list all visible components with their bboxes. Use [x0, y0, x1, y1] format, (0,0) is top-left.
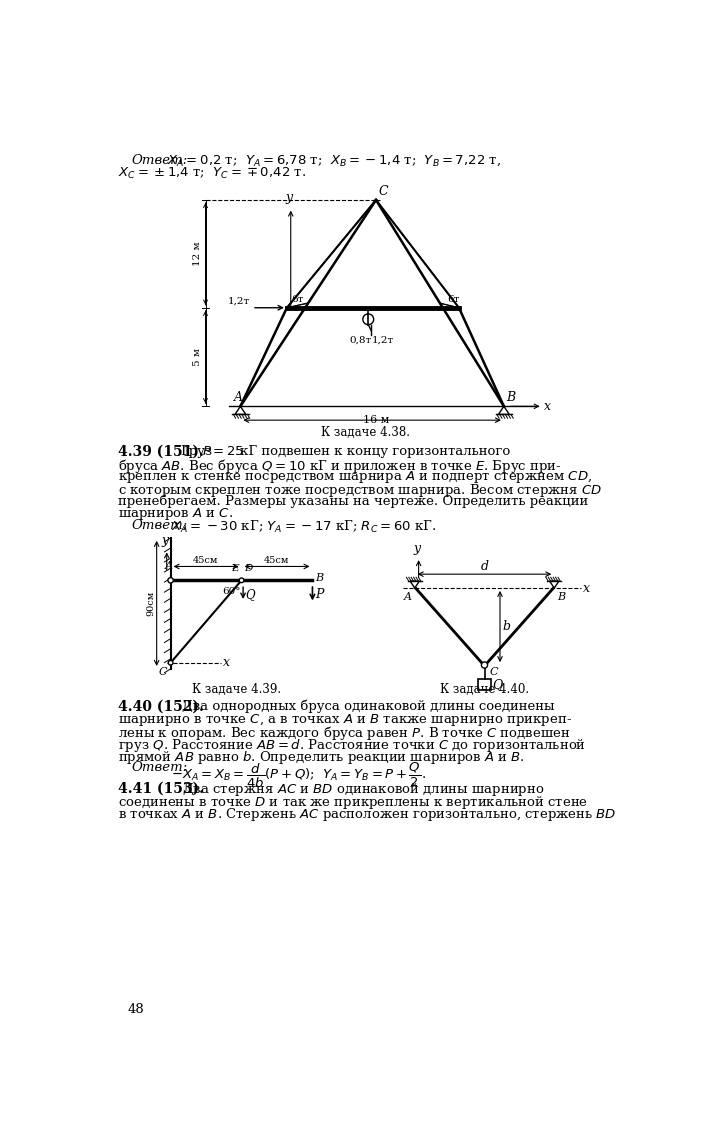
Text: К задаче 4.38.: К задаче 4.38.	[321, 425, 411, 439]
Text: 1,2т: 1,2т	[228, 296, 251, 306]
Text: y: y	[413, 542, 421, 555]
Text: x: x	[544, 400, 551, 413]
Text: пренебрегаем. Размеры указаны на чертеже. Определить реакции: пренебрегаем. Размеры указаны на чертеже…	[118, 494, 588, 507]
Text: бруса $AB$. Вес бруса $Q=10$ кГ и приложен в точке $E$. Брус при-: бруса $AB$. Вес бруса $Q=10$ кГ и прилож…	[118, 457, 562, 475]
Text: $-X_A=X_B=\dfrac{d}{4b}(P+Q)$;  $Y_A=Y_B=P+\dfrac{Q}{2}$.: $-X_A=X_B=\dfrac{d}{4b}(P+Q)$; $Y_A=Y_B=…	[171, 762, 426, 790]
Text: $P=25$: $P=25$	[202, 445, 244, 458]
Text: x: x	[583, 581, 590, 595]
Text: шарниров $A$ и $C$.: шарниров $A$ и $C$.	[118, 506, 233, 522]
Text: прямой $AB$ равно $b$. Определить реакции шарниров $A$ и $B$.: прямой $AB$ равно $b$. Определить реакци…	[118, 749, 525, 766]
Text: Ответ:: Ответ:	[132, 154, 188, 166]
Text: с которым скреплен тоже посредством шарнира. Весом стержня $CD$: с которым скреплен тоже посредством шарн…	[118, 482, 602, 499]
Text: 4.40 (152).: 4.40 (152).	[118, 700, 203, 714]
Text: y: y	[161, 535, 169, 547]
Circle shape	[481, 662, 488, 668]
Text: 4.39 (151).: 4.39 (151).	[118, 445, 203, 458]
Text: 0,8т: 0,8т	[349, 335, 371, 344]
Text: 45см: 45см	[264, 556, 289, 565]
Text: P: P	[316, 588, 324, 601]
Circle shape	[169, 660, 173, 665]
Text: E: E	[231, 563, 239, 572]
Text: Два стержня $AC$ и $BD$ одинаковой длины шарнирно: Два стержня $AC$ и $BD$ одинаковой длины…	[182, 781, 545, 798]
Text: Q: Q	[246, 588, 255, 601]
Text: креплен к стенке посредством шарнира $A$ и подперт стержнем $CD$,: креплен к стенке посредством шарнира $A$…	[118, 470, 592, 486]
Text: Два однородных бруса одинаковой длины соединены: Два однородных бруса одинаковой длины со…	[182, 700, 555, 714]
Circle shape	[168, 578, 174, 583]
Text: d: d	[481, 560, 488, 572]
Text: кГ подвешен к концу горизонтального: кГ подвешен к концу горизонтального	[241, 445, 511, 458]
Text: 1,2т: 1,2т	[372, 335, 394, 344]
Text: 48: 48	[128, 1003, 145, 1016]
Text: 4.41 (153).: 4.41 (153).	[118, 781, 204, 796]
Text: 60°: 60°	[222, 587, 241, 596]
Text: 6т: 6т	[291, 295, 303, 304]
Text: $X_A=0{,}2$ т;  $Y_A=6{,}78$ т;  $X_B=-1{,}4$ т;  $Y_B=7{,}22$ т,: $X_A=0{,}2$ т; $Y_A=6{,}78$ т; $X_B=-1{,…	[167, 154, 501, 169]
Text: 16 м: 16 м	[356, 415, 388, 425]
Text: $X_C=\pm1{,}4$ т;  $Y_C=\mp0{,}42$ т.: $X_C=\pm1{,}4$ т; $Y_C=\mp0{,}42$ т.	[118, 166, 306, 181]
Text: в точках $A$ и $B$. Стержень $AC$ расположен горизонтально, стержень $BD$: в точках $A$ и $B$. Стержень $AC$ распол…	[118, 806, 616, 823]
Text: 6т: 6т	[447, 295, 460, 304]
Text: шарнирно в точке $C$, а в точках $A$ и $B$ также шарнирно прикреп-: шарнирно в точке $C$, а в точках $A$ и $…	[118, 712, 572, 728]
Text: 45см: 45см	[193, 556, 218, 565]
Text: К задаче 4.39.: К задаче 4.39.	[192, 683, 281, 695]
Text: Q: Q	[492, 678, 503, 692]
Text: A: A	[403, 592, 412, 602]
Text: B: B	[558, 592, 565, 602]
Text: B: B	[506, 391, 516, 404]
Text: К задаче 4.40.: К задаче 4.40.	[440, 683, 529, 695]
Text: 90см: 90см	[146, 591, 155, 616]
Text: y: y	[286, 190, 293, 204]
Text: C: C	[159, 667, 167, 676]
Text: $X_A=-30$ кГ; $Y_A=-17$ кГ; $R_C=60$ кГ.: $X_A=-30$ кГ; $Y_A=-17$ кГ; $R_C=60$ кГ.	[171, 519, 436, 535]
Text: лены к опорам. Вес каждого бруса равен $P$. В точке $C$ подвешен: лены к опорам. Вес каждого бруса равен $…	[118, 724, 570, 742]
Text: x: x	[223, 657, 229, 669]
Text: 5 м: 5 м	[193, 348, 201, 366]
Text: 12 м: 12 м	[193, 242, 201, 266]
Text: соединены в точке $D$ и так же прикреплены к вертикальной стене: соединены в точке $D$ и так же прикрепле…	[118, 793, 588, 811]
Text: B: B	[315, 573, 323, 583]
Text: A: A	[165, 561, 173, 571]
Text: C: C	[378, 186, 388, 198]
Text: A: A	[233, 391, 243, 404]
Text: D: D	[244, 563, 252, 572]
Text: Груз: Груз	[181, 445, 213, 458]
Text: груз $Q$. Расстояние $AB=d$. Расстояние точки $C$ до горизонтальной: груз $Q$. Расстояние $AB=d$. Расстояние …	[118, 736, 586, 754]
Circle shape	[239, 578, 244, 583]
Text: Ответ:: Ответ:	[132, 519, 188, 531]
Bar	[478, 679, 491, 690]
Text: C: C	[489, 667, 498, 676]
Text: b: b	[503, 620, 511, 633]
Text: Ответ:: Ответ:	[132, 762, 188, 774]
